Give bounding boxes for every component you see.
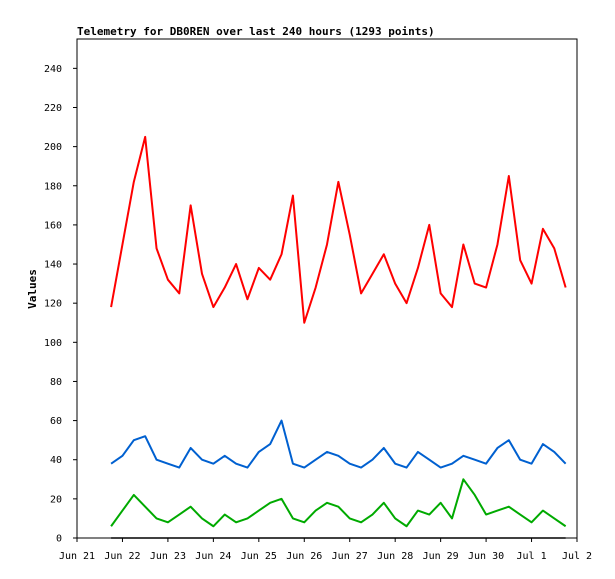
y-tick-label: 140 (44, 260, 62, 271)
y-tick-label: 80 (50, 377, 62, 388)
y-tick-label: 180 (44, 181, 62, 192)
series-layer (110, 135, 567, 539)
y-tick-label: 160 (44, 220, 62, 231)
x-tick-label: Jun 25 (241, 551, 277, 562)
plot-frame (76, 38, 578, 539)
x-tick-label: Jun 30 (468, 551, 504, 562)
x-tick-label: Jun 28 (377, 551, 413, 562)
x-axis-ticks: Jun 21 Jun 22 Jun 23 Jun 24 Jun 25 Jun 26 Jun … (59, 538, 592, 562)
x-tick-label: Jul 1 (516, 551, 546, 562)
y-axis-label: Values (26, 269, 39, 309)
series-line-2 (110, 419, 567, 469)
series-line-1 (110, 135, 567, 324)
x-tick-label: Jun 21 (59, 551, 95, 562)
x-tick-label: Jun 27 (332, 551, 368, 562)
x-tick-label: Jun 24 (195, 551, 231, 562)
y-tick-label: 100 (44, 338, 62, 349)
y-tick-label: 120 (44, 299, 62, 310)
y-tick-label: 0 (56, 534, 62, 545)
chart-title: Telemetry for DB0REN over last 240 hours… (77, 25, 435, 38)
y-tick-label: 40 (50, 455, 62, 466)
x-tick-label: Jun 29 (423, 551, 459, 562)
x-tick-label: Jun 23 (150, 551, 186, 562)
y-tick-label: 20 (50, 494, 62, 505)
y-axis-ticks: 0 20 40 60 80 100 120 140 160 180 200 220 240 (44, 64, 77, 545)
y-tick-label: 60 (50, 416, 62, 427)
y-tick-label: 240 (44, 64, 62, 75)
y-tick-label: 220 (44, 103, 62, 114)
y-tick-label: 200 (44, 142, 62, 153)
x-tick-label: Jun 22 (104, 551, 140, 562)
x-tick-label: Jun 26 (286, 551, 322, 562)
x-tick-label: Jul 2 (562, 551, 592, 562)
series-line-3 (110, 478, 567, 528)
